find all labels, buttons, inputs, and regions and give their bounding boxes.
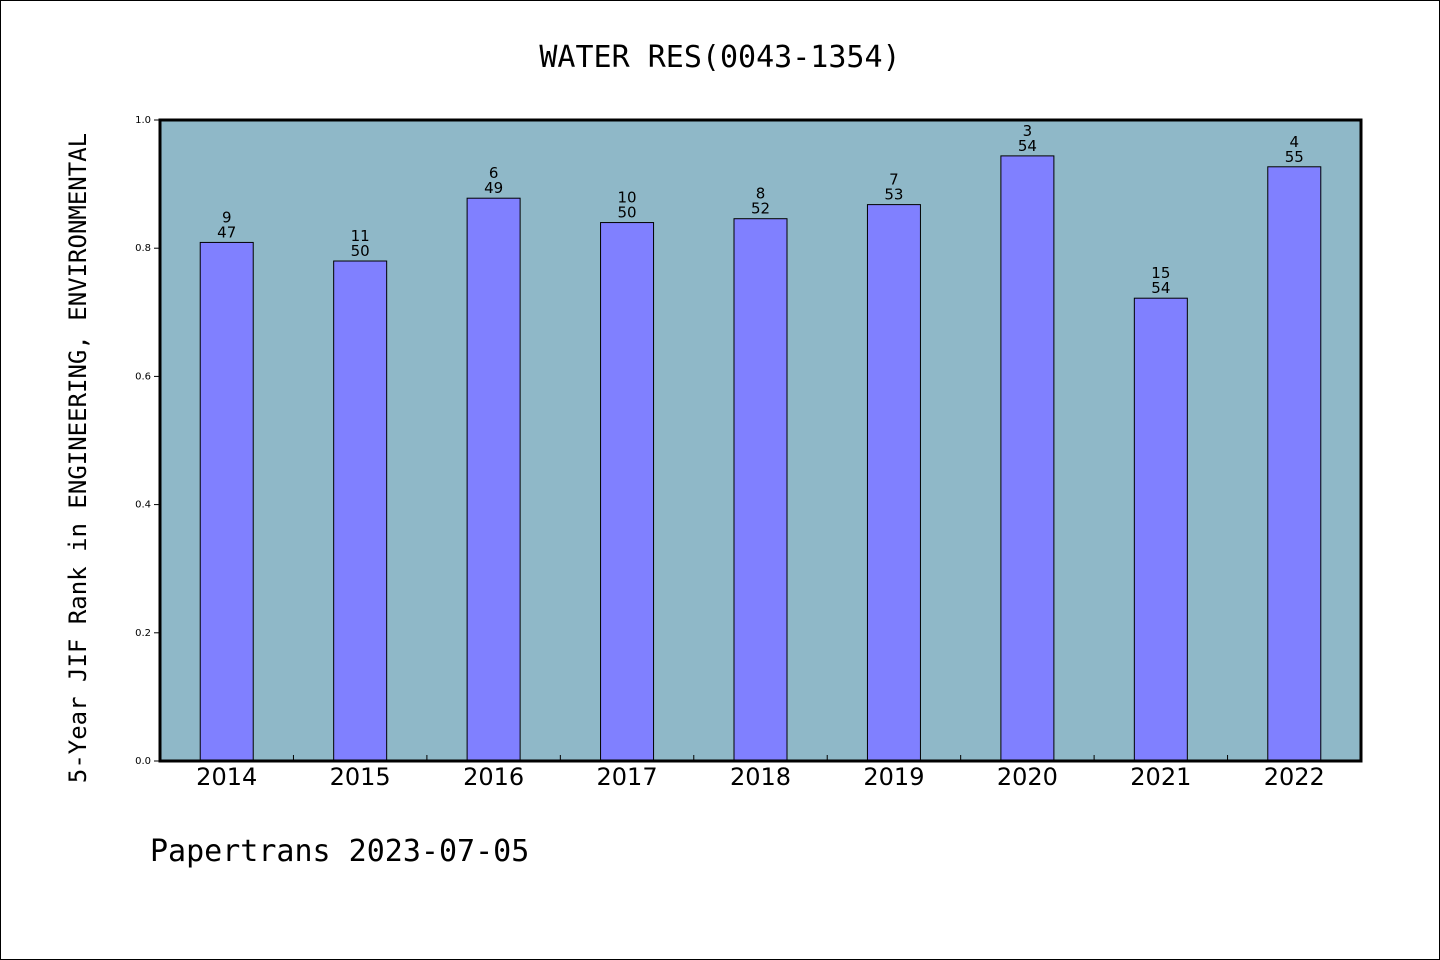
plot-border bbox=[158, 118, 1363, 763]
y-tick-label: 1.0 bbox=[135, 115, 151, 126]
x-tick-label: 2015 bbox=[330, 763, 391, 791]
y-axis-label: 5-Year JIF Rank in ENGINEERING, ENVIRONM… bbox=[64, 133, 92, 783]
x-tick-label: 2014 bbox=[196, 763, 257, 791]
x-tick-label: 2017 bbox=[597, 763, 658, 791]
bar-rank-label: 6 bbox=[489, 164, 499, 182]
x-tick-label: 2020 bbox=[997, 763, 1058, 791]
y-axis: 0.0 0.2 0.4 0.6 0.8 1.0 bbox=[135, 115, 160, 767]
chart-title: WATER RES(0043-1354) bbox=[539, 40, 900, 75]
bar-rank-label: 11 bbox=[351, 227, 370, 245]
bar-2018 bbox=[733, 218, 788, 762]
bar-rank-label: 8 bbox=[756, 185, 766, 203]
y-tick-label: 0.0 bbox=[135, 756, 151, 767]
y-tick-label: 0.2 bbox=[135, 628, 151, 639]
bar-rank-label: 15 bbox=[1151, 264, 1170, 282]
bar-total-label: 53 bbox=[884, 186, 903, 204]
x-axis: 2014 2015 2016 2017 2018 2019 2020 2021 2022 bbox=[196, 755, 1325, 791]
y-tick-label: 0.6 bbox=[135, 371, 151, 382]
bar-total-label: 52 bbox=[751, 200, 770, 218]
bar-2022 bbox=[1267, 166, 1322, 762]
bar-rank-label: 3 bbox=[1023, 122, 1033, 140]
bar-2015 bbox=[333, 260, 388, 762]
bar-2019 bbox=[866, 204, 921, 762]
bar-total-label: 49 bbox=[484, 179, 503, 197]
x-tick-label: 2021 bbox=[1130, 763, 1191, 791]
bar-rank-label: 7 bbox=[889, 171, 899, 189]
x-tick-label: 2019 bbox=[863, 763, 924, 791]
bar-rank-label: 10 bbox=[618, 189, 637, 207]
bar-2016 bbox=[466, 197, 521, 762]
x-tick-label: 2018 bbox=[730, 763, 791, 791]
bar-total-label: 50 bbox=[618, 204, 637, 222]
y-tick-label: 0.8 bbox=[135, 243, 151, 254]
bar-rank-label: 9 bbox=[222, 208, 232, 226]
bar-total-label: 47 bbox=[217, 223, 236, 241]
x-tick-label: 2022 bbox=[1264, 763, 1325, 791]
x-tick-label: 2016 bbox=[463, 763, 524, 791]
bar-2017 bbox=[600, 222, 655, 762]
footer-text: Papertrans 2023-07-05 bbox=[150, 834, 530, 869]
bar-total-label: 50 bbox=[351, 242, 370, 260]
bar-total-label: 54 bbox=[1018, 137, 1037, 155]
bar-series bbox=[199, 155, 1322, 762]
bar-2014 bbox=[199, 241, 254, 762]
bar-total-label: 55 bbox=[1285, 148, 1304, 166]
bar-total-label: 54 bbox=[1151, 279, 1170, 297]
bar-2020 bbox=[1000, 155, 1055, 762]
bar-2021 bbox=[1133, 297, 1188, 762]
bar-rank-label: 4 bbox=[1290, 133, 1300, 151]
y-tick-label: 0.4 bbox=[135, 500, 151, 511]
